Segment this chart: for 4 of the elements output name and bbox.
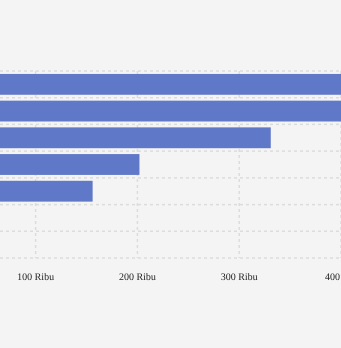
x-tick-label: 100 Ribu	[17, 272, 54, 283]
x-tick-label: 400	[325, 272, 340, 283]
x-tick-label: 300 Ribu	[220, 272, 258, 283]
x-tick-label: 200 Ribu	[118, 272, 156, 283]
